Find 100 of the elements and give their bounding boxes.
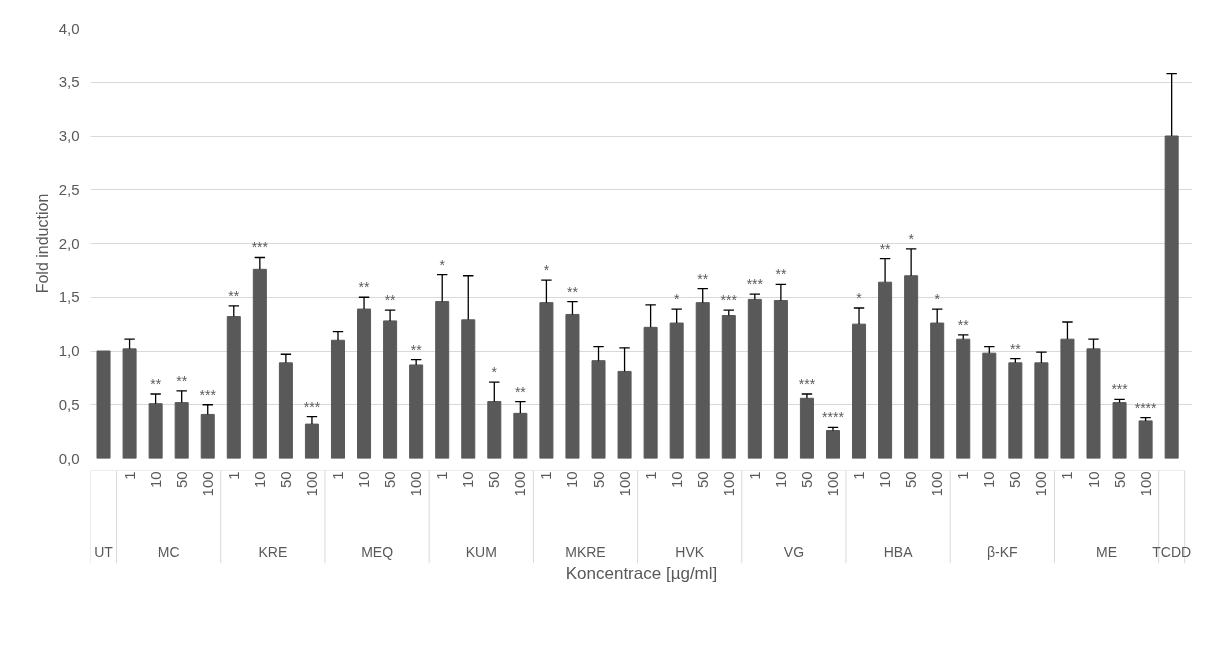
bar: [773, 299, 788, 459]
x-tick-label: 50: [797, 471, 815, 489]
x-tick-label: 1: [328, 471, 346, 480]
x-axis-title: Koncentrace [µg/ml]: [565, 563, 718, 583]
y-tick-label: 1,0: [58, 342, 80, 359]
bar: [617, 370, 632, 459]
bar: [226, 316, 241, 459]
bar: [435, 301, 450, 459]
bar: [1008, 362, 1023, 459]
x-tick-label: 100: [302, 471, 320, 497]
x-tick-label: 1: [1058, 471, 1076, 480]
x-tick-label: 100: [407, 471, 425, 497]
x-tick-label: 50: [276, 471, 294, 489]
bar: [565, 313, 580, 459]
y-tick-label: 0,5: [58, 395, 80, 413]
text: VG: [783, 544, 805, 561]
x-tick-label: 10: [771, 471, 789, 489]
x-tick-label: 10: [250, 471, 268, 489]
data-label: ***: [1111, 381, 1129, 398]
x-tick-label: 10: [667, 471, 685, 489]
text: ME: [1096, 544, 1118, 561]
text: β-KF: [987, 544, 1018, 561]
y-tick-label: 2,0: [58, 234, 80, 252]
bar: [96, 350, 111, 459]
data-label: ***: [798, 376, 816, 392]
y-tick-label: 1,5: [58, 288, 80, 306]
bar: [461, 319, 476, 459]
data-label: *: [491, 364, 498, 381]
text: KUM: [465, 544, 497, 561]
data-label: **: [1009, 340, 1022, 357]
bar: [852, 323, 867, 459]
text: HVK: [675, 544, 705, 561]
bar: [1060, 338, 1075, 459]
x-tick-label: 1: [537, 471, 555, 480]
data-label: *: [439, 256, 446, 273]
x-tick-label: 1: [745, 471, 763, 480]
bar: [200, 413, 215, 459]
x-tick-label: 1: [224, 471, 242, 480]
data-label: **: [384, 292, 397, 309]
bar: [252, 268, 267, 459]
text: MEQ: [361, 544, 394, 561]
data-label: *: [673, 291, 680, 308]
y-tick-label: 3,5: [58, 73, 80, 91]
x-tick-label: 50: [1110, 471, 1128, 489]
x-tick-label: 100: [615, 471, 633, 497]
x-tick-label: 1: [433, 471, 451, 480]
data-label: ***: [251, 239, 269, 256]
data-label: **: [567, 283, 579, 300]
x-tick-label: 10: [980, 471, 998, 489]
y-axis-title: Fold induction: [33, 193, 51, 294]
data-label: ***: [199, 386, 217, 403]
bar: [747, 298, 762, 459]
x-tick-label: 10: [563, 471, 581, 489]
x-tick-label: 100: [511, 471, 529, 497]
x-tick-label: 50: [1006, 471, 1024, 489]
x-tick-label: 10: [146, 471, 164, 489]
x-tick-label: 1: [954, 471, 972, 480]
bar: [122, 348, 137, 459]
bar: [1138, 420, 1153, 459]
x-tick-label: 100: [928, 471, 946, 497]
x-tick-label: 1: [120, 471, 138, 480]
text: MC: [157, 544, 180, 561]
data-label: ****: [822, 409, 845, 426]
data-label: *: [543, 262, 550, 279]
text: MKRE: [565, 544, 606, 561]
x-tick-label: 100: [1032, 471, 1050, 497]
bar: [148, 403, 163, 459]
bar: [825, 430, 840, 459]
bar: [982, 352, 997, 459]
data-label: **: [697, 270, 709, 287]
bar: [721, 315, 736, 459]
x-tick-label: 100: [823, 471, 841, 497]
text: KRE: [258, 544, 288, 561]
data-label: **: [957, 316, 970, 333]
bar: [956, 338, 971, 459]
data-label: *: [934, 291, 941, 308]
bar: [1164, 135, 1179, 459]
data-label: **: [176, 372, 188, 389]
data-label: **: [358, 279, 371, 296]
x-tick-label: 100: [1136, 471, 1154, 497]
bar: [278, 362, 293, 459]
bar: [643, 326, 658, 459]
y-tick-label: 4,0: [58, 19, 80, 37]
bar: [669, 322, 684, 459]
bar: [357, 308, 372, 459]
bar: [383, 320, 398, 459]
x-tick-label: 50: [485, 471, 503, 489]
data-label: ***: [746, 276, 764, 293]
bar: [1086, 348, 1101, 459]
data-label: **: [150, 376, 162, 392]
bar: [930, 322, 945, 459]
x-tick-label: 100: [719, 471, 737, 497]
bar: [1112, 402, 1127, 459]
x-tick-label: 1: [641, 471, 659, 480]
bar: [513, 412, 528, 459]
bar: [174, 402, 189, 459]
x-tick-label: 1: [850, 471, 868, 480]
x-tick-label: 50: [381, 471, 399, 489]
data-label: *: [856, 290, 863, 306]
x-tick-label: 50: [902, 471, 920, 489]
